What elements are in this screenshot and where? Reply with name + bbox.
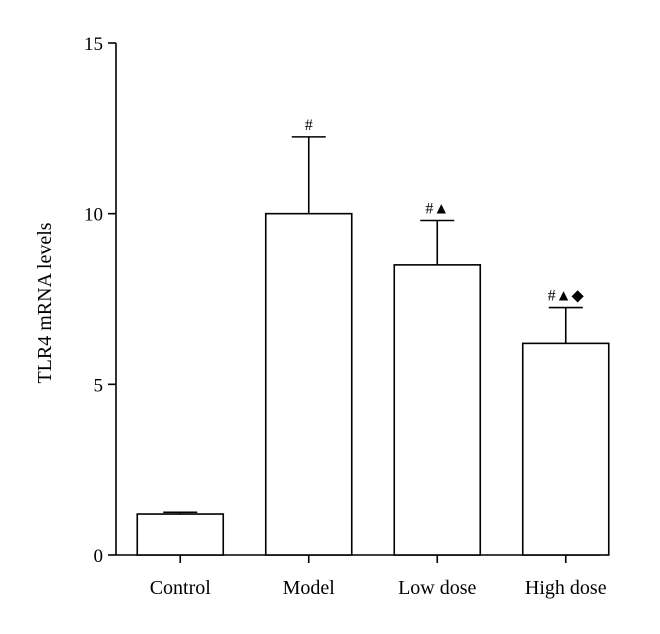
y-tick-label: 0 — [94, 546, 104, 567]
x-tick-label: Control — [150, 577, 212, 599]
x-tick-label: Model — [283, 577, 336, 599]
significance-label: #▲◆ — [548, 288, 585, 305]
bar — [136, 513, 225, 556]
y-tick-label: 10 — [84, 205, 103, 226]
significance-label: #▲ — [425, 200, 449, 217]
bar — [393, 264, 482, 556]
y-tick-label: 5 — [94, 375, 104, 396]
y-axis-title: TLR4 mRNA levels — [34, 222, 56, 383]
x-tick-label: High dose — [525, 577, 607, 599]
bars: # #▲ #▲◆ — [136, 117, 610, 556]
bar — [521, 342, 610, 556]
significance-label: # — [305, 117, 313, 134]
x-axis: Control Model Low dose High dose — [116, 554, 607, 599]
y-axis: 0 5 10 15 — [84, 34, 117, 567]
x-tick-label: Low dose — [398, 577, 476, 599]
bar — [264, 212, 353, 556]
y-tick-label: 15 — [84, 34, 103, 55]
